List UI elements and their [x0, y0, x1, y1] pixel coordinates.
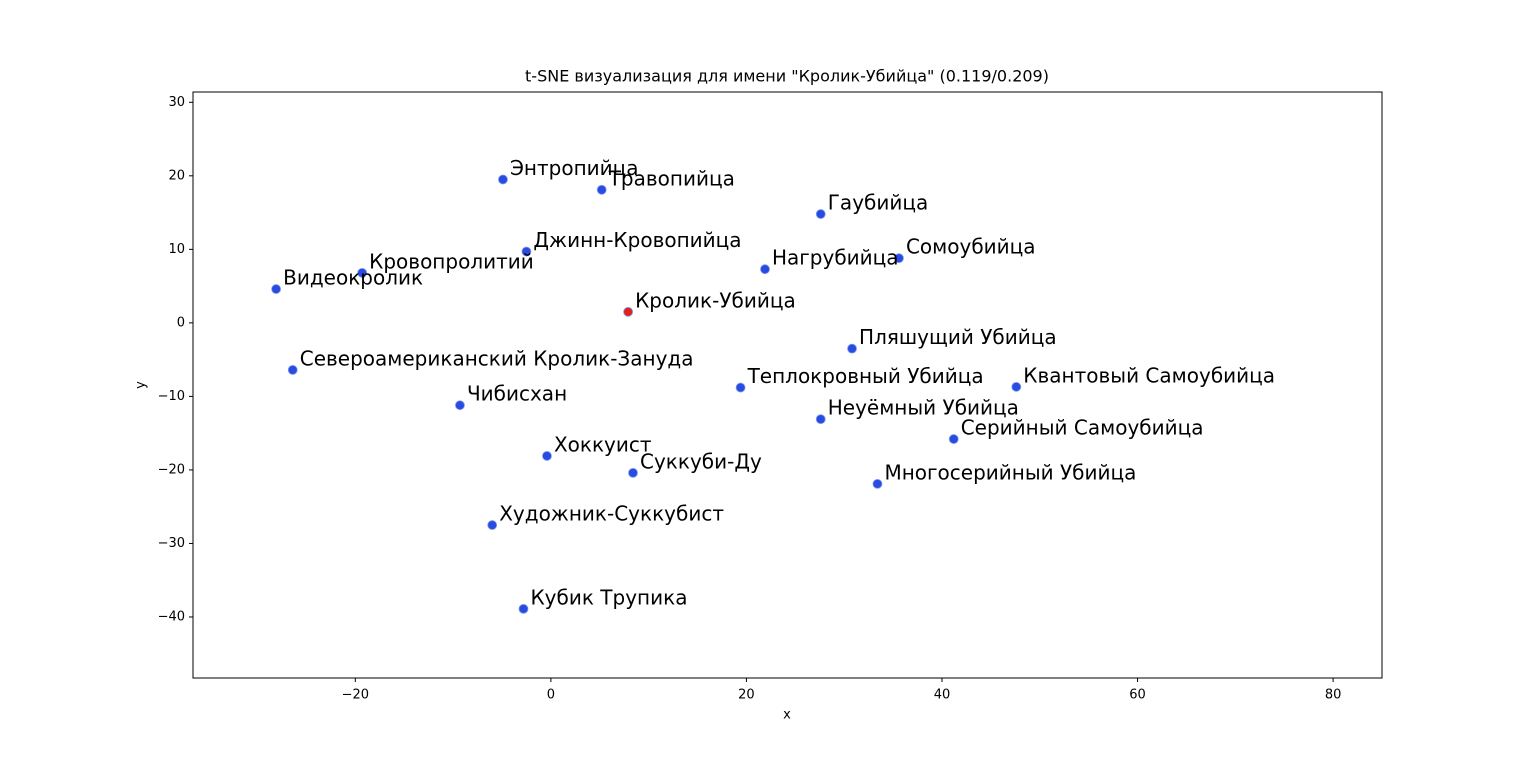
point-label: Неуёмный Убийца	[828, 396, 1019, 420]
point-label: Квантовый Самоубийца	[1023, 363, 1275, 387]
point-label: Серийный Самоубийца	[961, 416, 1204, 440]
point-label: Хоккуист	[554, 432, 652, 456]
point-label: Травопийца	[608, 166, 735, 190]
x-axis-label: x	[783, 708, 791, 723]
point-label: Североамериканский Кролик-Зануда	[300, 346, 694, 370]
point	[948, 434, 959, 444]
point	[628, 467, 638, 478]
point	[455, 400, 465, 411]
point	[542, 451, 552, 461]
point-label: Энтропийца	[510, 156, 639, 180]
point	[357, 267, 368, 278]
y-axis-label: y	[134, 381, 149, 389]
point	[872, 478, 883, 489]
y-tick-label: −20	[158, 462, 185, 477]
y-tick-label: −30	[158, 536, 185, 551]
point-label: Сомоубийца	[906, 235, 1036, 259]
point	[487, 520, 498, 530]
point	[847, 343, 857, 354]
y-tick-label: 20	[168, 168, 185, 183]
x-tick-label: 40	[934, 688, 951, 703]
point	[760, 264, 770, 275]
y-tick-label: 0	[177, 315, 185, 330]
point	[815, 209, 826, 219]
point-label: Теплокровный Убийца	[747, 364, 984, 388]
point	[287, 365, 298, 375]
plot-frame	[192, 91, 1383, 679]
point	[521, 246, 532, 257]
x-tick-label: −20	[342, 688, 369, 703]
x-tick-label: 60	[1129, 688, 1146, 703]
y-tick-label: −40	[158, 609, 185, 624]
point	[271, 284, 282, 294]
point-label: Видеокролик	[283, 266, 423, 290]
x-tick-label: 20	[738, 688, 755, 703]
point	[518, 603, 529, 614]
x-tick-label: 80	[1325, 688, 1342, 703]
point-label: Пляшущий Убийца	[859, 325, 1057, 349]
point	[815, 414, 826, 425]
point-label: Художник-Суккубист	[499, 502, 724, 526]
y-tick-label: 10	[168, 242, 185, 257]
point-label: Суккуби-Ду	[640, 449, 762, 473]
point-label: Кубик Трупика	[530, 585, 687, 609]
y-tick-label: −10	[158, 389, 185, 404]
point-label: Гаубийца	[828, 191, 929, 215]
y-tick-label: 30	[168, 95, 185, 110]
point	[1011, 381, 1022, 392]
point-label: Чибисхан	[467, 382, 567, 406]
point	[894, 253, 904, 264]
chart-title: t-SNE визуализация для имени "Кролик-Уби…	[525, 67, 1049, 86]
point-label: Нагрубийца	[772, 246, 899, 270]
x-tick-label: 0	[547, 688, 555, 703]
point-label: Кровопролитий	[369, 249, 534, 273]
point	[735, 382, 746, 393]
point	[596, 184, 607, 195]
point	[623, 306, 634, 317]
point	[498, 174, 508, 185]
point-label: Многосерийный Убийца	[884, 460, 1136, 484]
point-label: Кролик-Убийца	[635, 288, 796, 312]
point-label: Джинн-Кровопийца	[533, 228, 741, 252]
